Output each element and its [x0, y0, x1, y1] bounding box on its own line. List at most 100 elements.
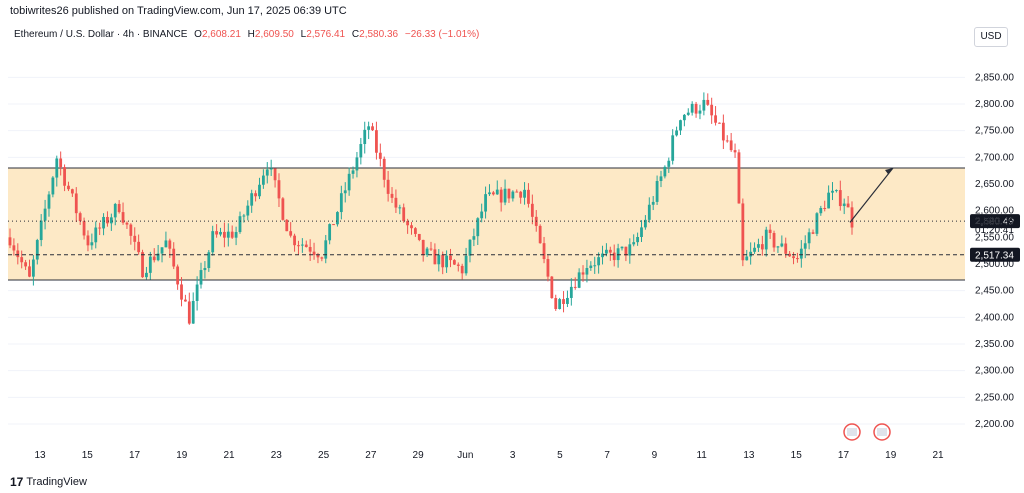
time-tick-label: 17: [129, 450, 141, 461]
candle-body: [476, 218, 480, 237]
candle-body: [589, 265, 593, 269]
candle-body: [265, 169, 269, 176]
candle-body: [316, 254, 320, 258]
candle-body: [846, 203, 850, 208]
currency-button[interactable]: USD: [974, 27, 1008, 47]
candle-body: [729, 140, 733, 151]
change-value: −26.33 (−1.01%): [404, 29, 480, 40]
candle-body: [573, 286, 577, 288]
candle-body: [339, 193, 343, 213]
candle-body: [827, 192, 831, 209]
candle-body: [273, 168, 277, 181]
candle-body: [507, 188, 511, 199]
candle-body: [47, 194, 51, 209]
candle-body: [733, 150, 737, 153]
candle-body: [293, 235, 296, 246]
candle-body: [308, 246, 312, 252]
candle-body: [160, 247, 164, 254]
candle-body: [702, 99, 706, 111]
price-tick-label: 2,700.00: [975, 152, 1014, 163]
price-tick-label: 2,200.00: [975, 419, 1014, 430]
candle-body: [725, 140, 729, 142]
candle-body: [406, 221, 410, 226]
candle-body: [772, 232, 776, 248]
price-label: 2,517.34: [975, 250, 1014, 261]
price-chart[interactable]: 2,850.00 2,800.00 2,750.00 2,700.00 2,650.00…: [0, 0, 1024, 470]
candle-body: [831, 190, 834, 193]
candle-body: [148, 256, 152, 273]
candle-body: [640, 227, 643, 238]
time-tick-label: 21: [223, 450, 235, 461]
top-bar: tobiwrites26 published on TradingView.co…: [0, 0, 1024, 20]
candle-body: [74, 193, 78, 214]
candle-body: [651, 201, 655, 205]
candle-body: [226, 231, 230, 238]
candle-body: [414, 228, 417, 234]
candle-body: [484, 194, 487, 212]
time-tick-label: 23: [271, 450, 283, 461]
time-tick-label: 5: [557, 450, 563, 461]
candle-body: [737, 152, 741, 204]
overlay-items: [843, 167, 894, 441]
candle-body: [714, 115, 717, 123]
candle-body: [207, 252, 211, 269]
candle-body: [277, 180, 281, 199]
candle-body: [59, 158, 63, 168]
candle-body: [28, 266, 31, 277]
candle-body: [577, 272, 581, 288]
candle-body: [102, 216, 105, 229]
candle-body: [499, 189, 503, 203]
candle-body: [12, 245, 16, 251]
candle-body: [780, 243, 784, 247]
price-axis[interactable]: 2,850.00 2,800.00 2,750.00 2,700.00 2,650.00…: [970, 72, 1020, 430]
candle-body: [764, 229, 768, 250]
candle-body: [433, 249, 437, 265]
candle-body: [211, 231, 215, 253]
low-label: L: [300, 29, 307, 40]
candle-body: [449, 255, 452, 261]
candle-body: [332, 224, 335, 226]
projection-arrow-head: [885, 168, 893, 174]
candle-body: [336, 212, 339, 225]
candles: [8, 92, 854, 325]
price-label: 01:20:41: [975, 225, 1014, 236]
candle-body: [176, 266, 180, 285]
price-label-bg: [970, 214, 1020, 229]
candle-body: [343, 190, 347, 194]
candle-body: [16, 250, 20, 258]
time-tick-label: 15: [82, 450, 94, 461]
tradingview-logo-icon[interactable]: 17: [10, 475, 24, 489]
candle-body: [558, 299, 562, 309]
candle-body: [222, 231, 226, 238]
candle-body: [796, 258, 799, 260]
price-label: 2,580.49: [975, 217, 1014, 228]
time-axis[interactable]: 13 15 17 19 21 23 25 27 29 Jun 3 5 7 9 11 13 15 17 19 21: [34, 450, 944, 461]
candle-body: [542, 243, 546, 260]
candle-body: [320, 257, 324, 259]
candle-body: [760, 244, 764, 250]
price-tick-label: 2,650.00: [975, 179, 1014, 190]
candle-body: [530, 203, 534, 217]
low-value: 2,576.41: [306, 29, 346, 40]
candle-body: [511, 191, 515, 199]
candle-body: [550, 276, 554, 299]
candle-body: [375, 130, 378, 153]
candle-body: [647, 204, 651, 220]
candle-body: [164, 240, 168, 248]
candle-body: [359, 144, 363, 158]
candle-body: [682, 114, 686, 121]
candle-body: [503, 188, 507, 203]
candle-body: [8, 237, 12, 246]
price-tick-label: 2,550.00: [975, 232, 1014, 243]
candle-body: [757, 244, 760, 248]
candle-body: [281, 198, 285, 220]
price-label: 2,580.36: [975, 217, 1014, 228]
symbol-name[interactable]: Ethereum / U.S. Dollar · 4h · BINANCE: [14, 29, 188, 40]
projection-arrow-line: [849, 167, 894, 223]
candle-body: [382, 158, 386, 180]
candle-body: [671, 135, 675, 161]
candle-body: [663, 166, 667, 177]
price-levels: [8, 220, 965, 256]
candle-body: [655, 180, 659, 202]
footer-brand[interactable]: TradingView: [26, 476, 87, 488]
